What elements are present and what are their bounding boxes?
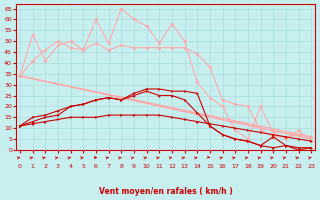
X-axis label: Vent moyen/en rafales ( km/h ): Vent moyen/en rafales ( km/h )	[99, 187, 232, 196]
